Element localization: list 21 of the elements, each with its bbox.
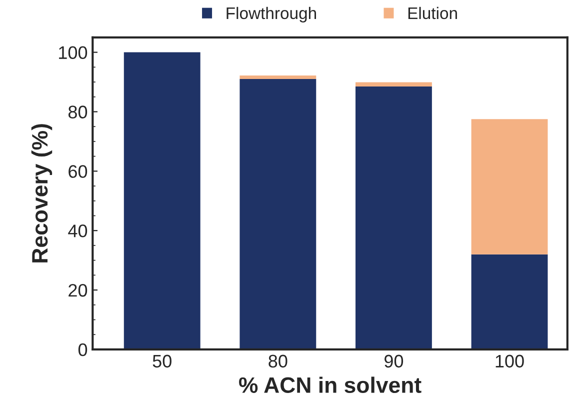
x-tick-label: 50 xyxy=(152,354,172,368)
legend-label: Elution xyxy=(408,6,457,20)
bar xyxy=(240,79,316,350)
bar xyxy=(356,86,432,350)
bar xyxy=(124,52,200,350)
bar xyxy=(471,254,548,350)
y-tick-label: 0 xyxy=(78,343,88,356)
bar xyxy=(240,75,316,80)
x-tick-label: 80 xyxy=(268,354,288,368)
bar xyxy=(471,119,548,254)
y-tick-label: 60 xyxy=(68,165,88,178)
y-axis-title: Recovery (%) xyxy=(31,124,52,262)
legend-label: Flowthrough xyxy=(226,6,316,22)
x-axis-title: % ACN in solvent xyxy=(239,376,422,394)
x-tick-label: 90 xyxy=(384,354,404,368)
y-tick-label: 80 xyxy=(68,106,88,118)
x-tick-label: 100 xyxy=(496,354,524,368)
y-tick-label: 20 xyxy=(68,284,88,297)
bar xyxy=(356,82,432,86)
y-tick-label: 40 xyxy=(68,224,88,238)
y-tick-label: 100 xyxy=(59,46,88,60)
